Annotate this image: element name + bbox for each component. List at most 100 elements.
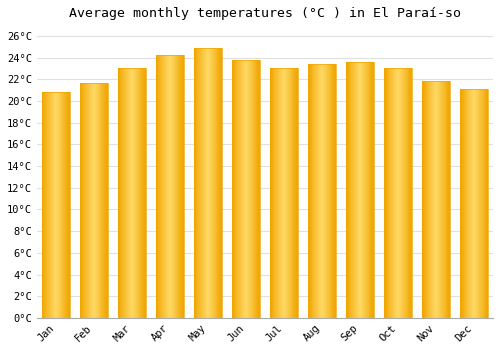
Bar bbox=[259, 60, 260, 318]
Bar bbox=[92, 83, 93, 318]
Bar bbox=[398, 68, 399, 318]
Bar bbox=[318, 64, 319, 318]
Bar bbox=[370, 62, 372, 318]
Bar bbox=[206, 48, 207, 318]
Bar bbox=[323, 64, 324, 318]
Bar bbox=[479, 89, 480, 318]
Bar bbox=[42, 92, 43, 318]
Bar bbox=[258, 60, 259, 318]
Bar bbox=[290, 68, 292, 318]
Bar bbox=[168, 55, 169, 318]
Bar bbox=[442, 80, 444, 318]
Bar bbox=[162, 55, 163, 318]
Bar bbox=[88, 83, 89, 318]
Bar bbox=[200, 48, 201, 318]
Bar bbox=[93, 83, 94, 318]
Bar bbox=[68, 92, 69, 318]
Bar bbox=[482, 89, 484, 318]
Bar bbox=[126, 68, 127, 318]
Bar bbox=[399, 68, 400, 318]
Bar bbox=[394, 68, 395, 318]
Bar bbox=[357, 62, 358, 318]
Bar bbox=[473, 89, 474, 318]
Bar bbox=[211, 48, 212, 318]
Bar bbox=[55, 92, 56, 318]
Bar bbox=[212, 48, 214, 318]
Bar bbox=[57, 92, 58, 318]
Bar bbox=[138, 68, 140, 318]
Bar bbox=[91, 83, 92, 318]
Bar bbox=[460, 89, 462, 318]
Bar bbox=[330, 64, 332, 318]
Bar bbox=[360, 62, 361, 318]
Bar bbox=[165, 55, 166, 318]
Bar bbox=[434, 80, 435, 318]
Bar bbox=[363, 62, 364, 318]
Bar bbox=[122, 68, 124, 318]
Bar bbox=[243, 60, 244, 318]
Bar bbox=[158, 55, 160, 318]
Bar bbox=[95, 83, 96, 318]
Bar bbox=[182, 55, 183, 318]
Bar bbox=[166, 55, 167, 318]
Bar bbox=[474, 89, 475, 318]
Bar bbox=[204, 48, 205, 318]
Bar bbox=[433, 80, 434, 318]
Bar bbox=[124, 68, 125, 318]
Bar bbox=[49, 92, 50, 318]
Bar bbox=[64, 92, 66, 318]
Bar bbox=[280, 68, 281, 318]
Bar bbox=[238, 60, 240, 318]
Bar bbox=[129, 68, 130, 318]
Title: Average monthly temperatures (°C ) in El Paraí­so: Average monthly temperatures (°C ) in El… bbox=[69, 7, 461, 20]
Bar bbox=[437, 80, 438, 318]
Bar bbox=[440, 80, 441, 318]
Bar bbox=[242, 60, 243, 318]
Bar bbox=[439, 80, 440, 318]
Bar bbox=[127, 68, 128, 318]
Bar bbox=[348, 62, 350, 318]
Bar bbox=[448, 80, 450, 318]
Bar bbox=[446, 80, 448, 318]
Bar bbox=[476, 89, 477, 318]
Bar bbox=[220, 48, 221, 318]
Bar bbox=[172, 55, 174, 318]
Bar bbox=[444, 80, 446, 318]
Bar bbox=[82, 83, 84, 318]
Bar bbox=[406, 68, 408, 318]
Bar bbox=[317, 64, 318, 318]
Bar bbox=[105, 83, 106, 318]
Bar bbox=[96, 83, 98, 318]
Bar bbox=[106, 83, 107, 318]
Bar bbox=[436, 80, 437, 318]
Bar bbox=[66, 92, 67, 318]
Bar bbox=[170, 55, 171, 318]
Bar bbox=[171, 55, 172, 318]
Bar bbox=[94, 83, 95, 318]
Bar bbox=[256, 60, 258, 318]
Bar bbox=[316, 64, 317, 318]
Bar bbox=[252, 60, 254, 318]
Bar bbox=[240, 60, 241, 318]
Bar bbox=[128, 68, 129, 318]
Bar bbox=[278, 68, 279, 318]
Bar bbox=[100, 83, 102, 318]
Bar bbox=[234, 60, 236, 318]
Bar bbox=[48, 92, 49, 318]
Bar bbox=[310, 64, 312, 318]
Bar bbox=[249, 60, 250, 318]
Bar bbox=[478, 89, 479, 318]
Bar bbox=[397, 68, 398, 318]
Bar bbox=[472, 89, 473, 318]
Bar bbox=[118, 68, 146, 318]
Bar bbox=[462, 89, 464, 318]
Bar bbox=[484, 89, 486, 318]
Bar bbox=[174, 55, 176, 318]
Bar bbox=[176, 55, 178, 318]
Bar bbox=[424, 80, 426, 318]
Bar bbox=[98, 83, 100, 318]
Bar bbox=[422, 80, 450, 318]
Bar bbox=[140, 68, 141, 318]
Bar bbox=[205, 48, 206, 318]
Bar bbox=[232, 60, 234, 318]
